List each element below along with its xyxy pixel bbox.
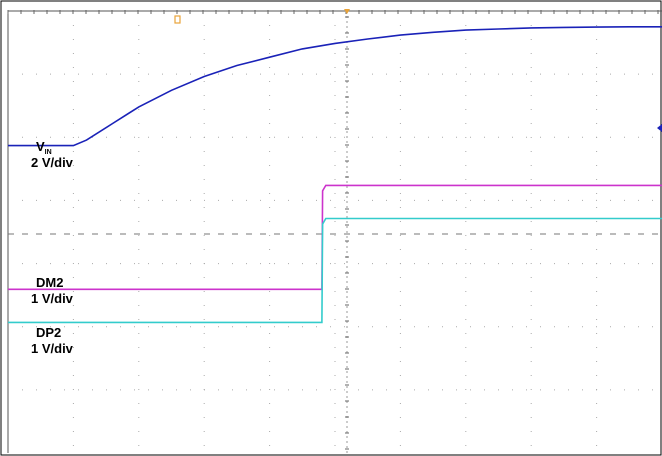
dp2-label: DP2 [36,325,62,340]
vin-scale-label: 2 V/div [31,155,73,170]
vin-label-name: V [36,139,45,154]
trace-vin [8,25,662,147]
channel-reference-marker [657,124,662,132]
vin-label: VIN [36,139,52,160]
dm2-scale-label: 1 V/div [31,291,73,306]
trace-dm2 [8,184,662,291]
trigger-position-marker [344,9,350,14]
dm2-label: DM2 [36,275,64,290]
trigger-level-marker [174,15,181,24]
vin-label-subscript: IN [44,149,52,156]
trace-dp2 [8,217,662,324]
dp2-scale-label: 1 V/div [31,341,73,356]
